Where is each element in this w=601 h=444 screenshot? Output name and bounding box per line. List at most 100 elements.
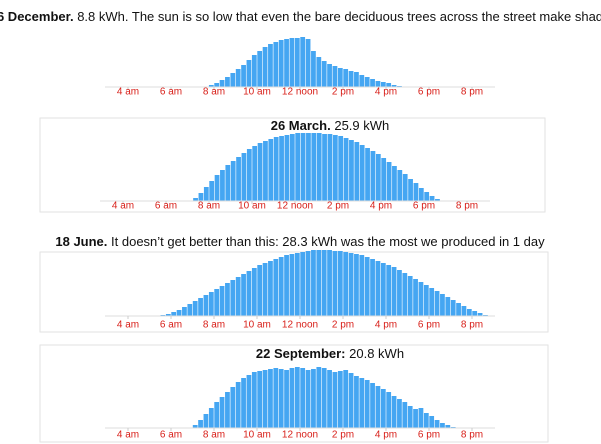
bar: [214, 175, 220, 201]
bar: [268, 261, 273, 316]
bar: [321, 61, 327, 87]
bar: [214, 83, 220, 87]
bar: [337, 68, 343, 87]
bar: [435, 199, 440, 201]
bar: [466, 309, 472, 316]
bar: [241, 274, 246, 316]
x-tick-label: 6 pm: [418, 320, 440, 331]
bar: [235, 382, 241, 428]
bar: [225, 77, 230, 87]
bar: [208, 408, 214, 428]
bar: [397, 170, 403, 201]
bar: [337, 251, 343, 316]
bar: [327, 370, 332, 428]
subtitle: It doesn’t get better than this: 28.3 kW…: [111, 234, 545, 249]
bar: [203, 187, 209, 201]
x-tick-label: 10 am: [238, 201, 266, 212]
bar: [246, 375, 252, 428]
bar: [268, 44, 273, 87]
bar: [418, 408, 424, 428]
x-tick-label: 8 pm: [456, 201, 478, 212]
bar: [311, 369, 316, 428]
bar: [294, 38, 300, 87]
bar: [364, 77, 370, 87]
chart-title: 26 March. 25.9 kWh: [271, 118, 390, 133]
bar: [348, 71, 354, 87]
bar: [257, 371, 263, 428]
bar: [219, 286, 225, 316]
bar: [225, 392, 230, 428]
bar: [214, 289, 220, 316]
bar: [294, 253, 300, 316]
title-bold: 26 March.: [271, 118, 331, 133]
bar: [295, 133, 301, 201]
bar: [236, 157, 241, 201]
x-tick-label: 2 pm: [332, 430, 354, 441]
bar: [418, 282, 424, 316]
bar: [251, 55, 257, 87]
bar: [268, 369, 273, 428]
bar: [208, 292, 214, 316]
bar: [407, 276, 413, 316]
bar: [300, 252, 306, 316]
bar: [198, 298, 203, 316]
x-tick-label: 4 pm: [375, 320, 397, 331]
bar: [327, 250, 332, 316]
bar: [300, 37, 306, 87]
bar: [380, 82, 386, 87]
bar: [273, 137, 279, 201]
bar: [273, 42, 279, 87]
bar: [375, 386, 381, 428]
bar: [230, 280, 236, 316]
bar: [440, 294, 445, 316]
bar: [241, 153, 247, 201]
bar: [305, 39, 311, 87]
bar: [375, 261, 381, 316]
x-tick-label: 10 am: [243, 320, 271, 331]
bar: [380, 263, 386, 316]
bar: [386, 162, 392, 201]
bar: [305, 370, 311, 428]
bar: [327, 64, 332, 87]
bar: [386, 83, 392, 87]
bar: [418, 188, 424, 201]
bar: [348, 253, 354, 316]
bar: [397, 399, 402, 428]
bar: [257, 51, 263, 87]
bar: [402, 273, 408, 316]
x-tick-label: 2 pm: [332, 320, 354, 331]
bar: [171, 312, 177, 316]
bar: [327, 134, 333, 201]
bar: [429, 196, 435, 201]
bar: [182, 307, 187, 316]
bar: [203, 295, 209, 316]
bar: [251, 372, 257, 428]
bar: [316, 133, 322, 201]
bar: [187, 304, 193, 316]
bar: [193, 198, 198, 201]
bar: [208, 85, 214, 87]
bar: [354, 72, 359, 87]
chart-frame: [39, 251, 549, 333]
title-bold: 26 December.: [0, 9, 74, 24]
x-tick-label: 6 am: [155, 201, 177, 212]
bar: [252, 146, 258, 201]
bar: [391, 267, 397, 316]
chart-title: 26 December. 8.8 kWh. The sun is so low …: [0, 9, 601, 24]
bar: [284, 39, 289, 87]
bar: [364, 257, 370, 316]
bar: [289, 134, 295, 201]
bar: [225, 283, 230, 316]
x-tick-label: 2 pm: [327, 201, 349, 212]
chart-title: 22 September: 20.8 kWh: [256, 346, 404, 361]
bar: [192, 425, 198, 428]
bar: [434, 420, 440, 428]
bar: [332, 135, 338, 201]
chart: 26 December. 8.8 kWh. The sun is so low …: [0, 9, 601, 97]
bar: [359, 378, 365, 428]
bar: [198, 193, 204, 201]
x-tick-label: 4 am: [117, 430, 139, 441]
x-tick-label: 4 pm: [375, 430, 397, 441]
bar: [349, 140, 354, 201]
x-tick-label: 6 pm: [418, 87, 440, 98]
